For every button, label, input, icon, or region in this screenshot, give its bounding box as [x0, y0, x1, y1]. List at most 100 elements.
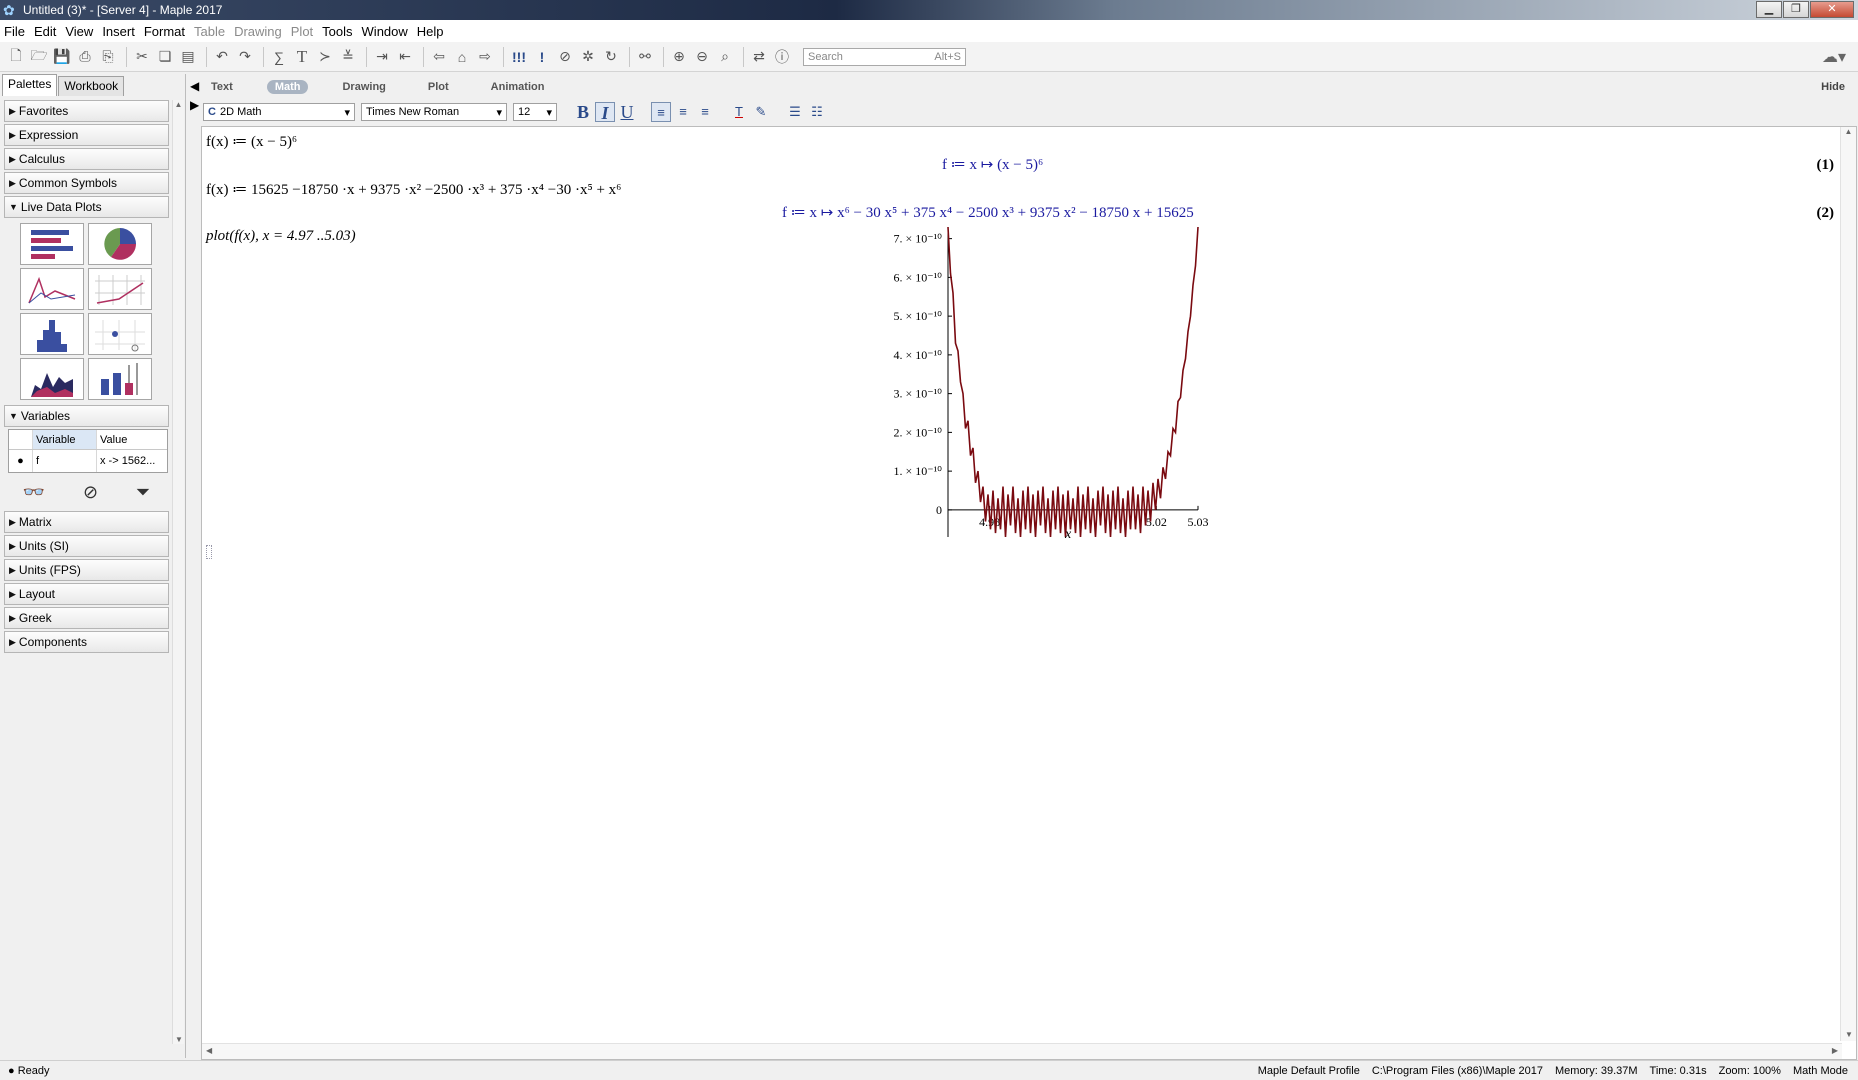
math-input-3[interactable]: plot(f(x), x = 4.97 ..5.03): [206, 228, 356, 244]
menu-view[interactable]: View: [65, 23, 94, 39]
align-left-icon[interactable]: ≡: [651, 102, 671, 122]
menu-window[interactable]: Window: [361, 23, 408, 39]
palette-favorites[interactable]: ▶ Favorites: [4, 100, 169, 122]
histogram-thumbnail-icon[interactable]: [20, 313, 84, 355]
palette-matrix[interactable]: ▶ Matrix: [4, 511, 169, 533]
menu-tools[interactable]: Tools: [322, 23, 353, 39]
menu-file[interactable]: File: [4, 23, 25, 39]
indent-icon[interactable]: ⇥: [376, 48, 388, 64]
worksheet[interactable]: f(x) ≔ (x − 5)⁶ f ≔ x ↦ (x − 5)⁶ (1) f(x…: [201, 126, 1857, 1060]
palette-units-si[interactable]: ▶ Units (SI): [4, 535, 169, 557]
open-folder-icon[interactable]: 🗁: [30, 46, 48, 63]
menu-table[interactable]: Table: [194, 23, 226, 39]
numbered-list-icon[interactable]: ☷: [811, 104, 823, 119]
hide-button[interactable]: Hide: [1821, 81, 1845, 93]
zoom-reset-icon[interactable]: ⌕: [721, 48, 729, 64]
tab-workbook[interactable]: Workbook: [58, 76, 125, 96]
underline-button[interactable]: U: [620, 102, 634, 122]
tab-palettes[interactable]: Palettes: [2, 74, 58, 96]
maximize-icon[interactable]: ❐: [1783, 1, 1809, 18]
worksheet-horizontal-scrollbar[interactable]: ◀ ▶: [202, 1043, 1842, 1059]
save-icon[interactable]: 💾: [53, 48, 71, 64]
execute-icon[interactable]: !: [539, 48, 545, 65]
undo-icon[interactable]: ↶: [216, 48, 228, 64]
filter-icon[interactable]: ⏷: [135, 481, 151, 502]
text-color-icon[interactable]: T: [735, 104, 743, 119]
zoom-in-icon[interactable]: ⊕: [673, 48, 685, 64]
swap-icon[interactable]: ⇄: [753, 48, 765, 64]
back-arrow-icon[interactable]: ⇦: [433, 48, 445, 64]
palette-live-data-plots[interactable]: ▼ Live Data Plots: [4, 196, 169, 218]
help-icon[interactable]: ⓘ: [775, 48, 789, 65]
plot-area[interactable]: 0 1. × 10⁻¹⁰ 2. × 10⁻¹⁰ 3. × 10⁻¹⁰ 4. × 10⁻¹…: [798, 219, 1218, 559]
link-icon[interactable]: ⚯: [639, 48, 651, 64]
menu-help[interactable]: Help: [416, 23, 444, 39]
hide-eye-icon[interactable]: ⊘: [82, 481, 99, 502]
scroll-up-icon[interactable]: ▲: [1844, 127, 1853, 136]
print-icon[interactable]: ⎙: [79, 48, 91, 64]
align-right-icon[interactable]: ≡: [701, 104, 709, 119]
palette-variables[interactable]: ▼ Variables: [4, 405, 169, 427]
grid-line-thumbnail-icon[interactable]: [88, 268, 152, 310]
tab-animation[interactable]: Animation: [490, 81, 545, 93]
pie-chart-thumbnail-icon[interactable]: [88, 223, 152, 265]
palette-units-fps[interactable]: ▶ Units (FPS): [4, 559, 169, 581]
tab-drawing[interactable]: Drawing: [342, 81, 386, 93]
panel-scrollbar[interactable]: ▲ ▼: [172, 100, 184, 1044]
scroll-up-icon[interactable]: ▲: [174, 100, 183, 109]
font-size-select[interactable]: 12 ▾: [513, 103, 557, 121]
math-input-icon[interactable]: ∑: [274, 48, 284, 65]
box-plot-thumbnail-icon[interactable]: [88, 358, 152, 400]
menu-plot[interactable]: Plot: [290, 23, 314, 39]
search-input[interactable]: Search Alt+S: [803, 47, 966, 66]
palette-common-symbols[interactable]: ▶ Common Symbols: [4, 172, 169, 194]
scroll-down-icon[interactable]: ▼: [1845, 1030, 1853, 1039]
debug-icon[interactable]: ✲: [582, 48, 594, 64]
forward-arrow-icon[interactable]: ⇨: [479, 48, 491, 64]
execution-group-icon[interactable]: ≻: [319, 48, 331, 64]
highlight-icon[interactable]: ✎: [755, 104, 767, 119]
bar-chart-thumbnail-icon[interactable]: [20, 223, 84, 265]
restart-icon[interactable]: ↻: [605, 48, 617, 64]
tab-math[interactable]: Math: [266, 80, 309, 94]
math-input-2[interactable]: f(x) ≔ 15625 −18750 ·x + 9375 ·x² −2500 …: [206, 182, 622, 198]
home-icon[interactable]: ⌂: [457, 48, 467, 65]
collapse-panel-icon[interactable]: ◀: [190, 79, 200, 93]
bullet-list-icon[interactable]: ☰: [789, 104, 801, 119]
bold-button[interactable]: B: [576, 102, 589, 122]
cloud-icon[interactable]: ☁▾: [1821, 49, 1846, 66]
italic-button[interactable]: I: [595, 102, 615, 123]
menu-edit[interactable]: Edit: [33, 23, 57, 39]
zoom-out-icon[interactable]: ⊖: [696, 48, 708, 64]
scroll-left-icon[interactable]: ◀: [206, 1046, 213, 1055]
text-input-icon[interactable]: T: [296, 46, 308, 66]
align-center-icon[interactable]: ≡: [679, 104, 687, 119]
expand-toolbar-icon[interactable]: ▶: [190, 98, 200, 112]
glasses-icon[interactable]: 👓: [22, 481, 46, 502]
worksheet-vertical-scrollbar[interactable]: ▲ ▼: [1840, 127, 1856, 1041]
cut-icon[interactable]: ✂: [136, 48, 148, 64]
menu-format[interactable]: Format: [143, 23, 185, 39]
font-select[interactable]: Times New Roman ▾: [361, 103, 507, 121]
column-value[interactable]: Value: [100, 434, 128, 446]
palette-greek[interactable]: ▶ Greek: [4, 607, 169, 629]
math-mode-select[interactable]: C 2D Math ▾: [203, 103, 355, 121]
scatter-thumbnail-icon[interactable]: [88, 313, 152, 355]
close-icon[interactable]: ✕: [1810, 1, 1854, 18]
menu-drawing[interactable]: Drawing: [234, 23, 282, 39]
tab-text[interactable]: Text: [211, 81, 233, 93]
outdent-icon[interactable]: ⇤: [399, 48, 411, 64]
scroll-down-icon[interactable]: ▼: [175, 1035, 183, 1044]
palette-components[interactable]: ▶ Components: [4, 631, 169, 653]
menu-insert[interactable]: Insert: [102, 23, 135, 39]
new-document-icon[interactable]: 🗋: [10, 46, 22, 63]
area-chart-thumbnail-icon[interactable]: [20, 358, 84, 400]
redo-icon[interactable]: ↷: [239, 48, 251, 64]
palette-expression[interactable]: ▶ Expression: [4, 124, 169, 146]
copy-icon[interactable]: ❏: [158, 48, 172, 64]
palette-layout[interactable]: ▶ Layout: [4, 583, 169, 605]
tab-plot[interactable]: Plot: [427, 81, 449, 93]
section-icon[interactable]: ≚: [342, 48, 354, 64]
column-variable[interactable]: Variable: [33, 430, 97, 449]
table-row[interactable]: ● f x -> 1562...: [9, 450, 167, 472]
